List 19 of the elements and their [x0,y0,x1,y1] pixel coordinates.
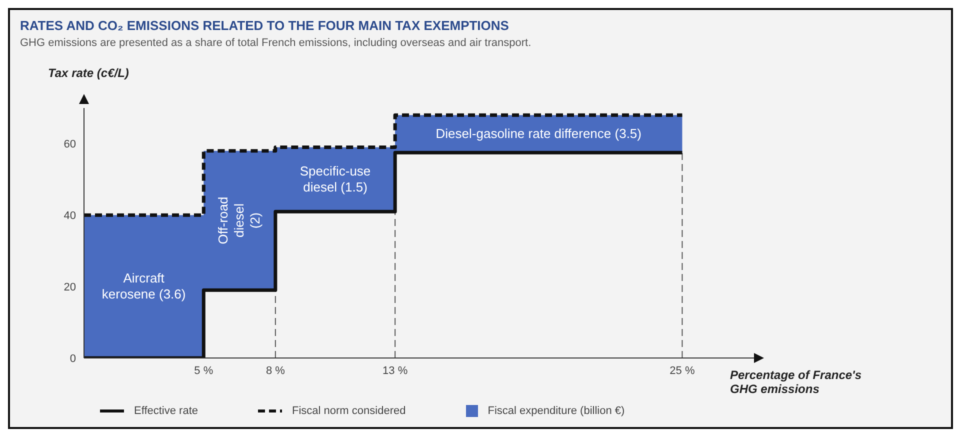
x-tick-label: 8 % [266,364,286,377]
x-tick-label: 25 % [670,364,695,377]
y-tick-label: 40 [64,210,76,222]
x-tick-label: 13 % [382,364,408,377]
chart-title: RATES AND CO₂ EMISSIONS RELATED TO THE FOUR MAIN TAX EXEMPTIONS [20,18,510,33]
x-tick-label: 5 % [194,364,214,377]
legend-label: Effective rate [134,405,198,417]
annotation: Off-road diesel (2) [216,196,263,244]
y-tick-label: 0 [70,352,76,365]
annotation: Aircraft kerosene (3.6) [102,270,186,302]
y-tick-label: 20 [64,281,76,294]
legend-label: Fiscal expenditure (billion €) [488,405,625,417]
chart-subtitle: GHG emissions are presented as a share of total French emissions, including overseas and air transport. [20,37,532,49]
y-tick-label: 60 [64,138,76,151]
y-axis-title: Tax rate (c€/L) [48,66,129,80]
annotation: Specific-use diesel (1.5) [300,163,371,194]
annotation: Diesel-gasoline rate difference (3.5) [436,126,642,141]
x-axis-title: Percentage of France's GHG emissions [730,368,863,396]
legend-label: Fiscal norm considered [292,405,406,417]
